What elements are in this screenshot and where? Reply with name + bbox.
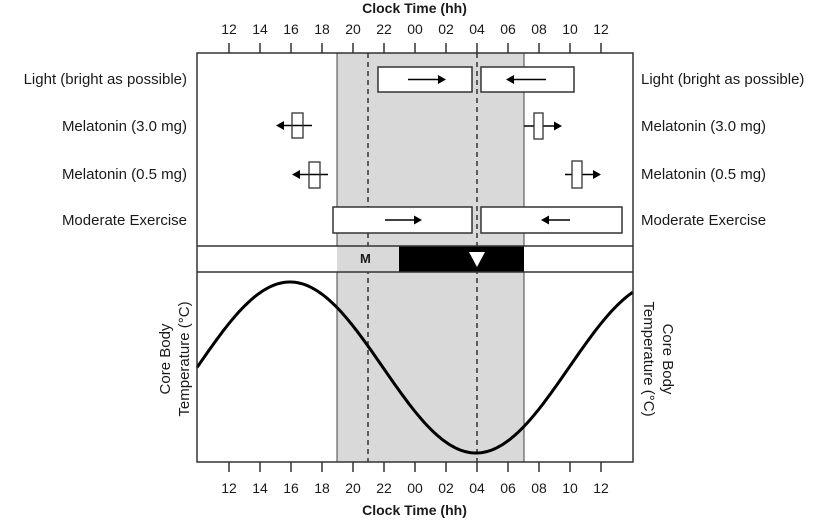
temp-min-triangle-icon [469,252,485,267]
tick-label: 12 [221,480,237,496]
tick-label: 06 [500,21,516,37]
left-y-axis-label: Core Body Temperature (°C) [157,301,193,417]
melatonin-05mg-markers [292,160,601,189]
tick-label: 06 [500,480,516,496]
tick-label: 22 [376,21,392,37]
tick-label: 18 [314,480,330,496]
arrow-right-icon [554,121,562,131]
bottom-axis-title: Clock Time (hh) [362,502,467,518]
tick-label: 12 [221,21,237,37]
exercise-boxes [332,206,623,234]
core-body-temperature-curve [195,280,634,455]
tick-label: 02 [438,21,454,37]
tick-label: 00 [407,480,423,496]
sleep-segment [399,246,524,272]
row-label-melatonin-05mg-left: Melatonin (0.5 mg) [61,166,187,183]
tick-label: 12 [593,21,609,37]
arrow-right-icon [414,215,422,225]
melatonin-3mg-markers [276,112,562,140]
arrow-right-icon [593,170,601,179]
tick-label: 04 [469,480,485,496]
tick-label: 12 [593,480,609,496]
tick-label: 18 [314,21,330,37]
arrow-left-icon [292,170,300,179]
tick-label: 16 [283,480,299,496]
arrow-right-icon [438,75,446,84]
arrow-left-icon [276,121,284,130]
tick-label: 14 [252,480,268,496]
row-label-exercise-right: Moderate Exercise [641,212,767,229]
tick-label: 20 [345,21,361,37]
sleep-band [197,245,633,273]
axis-ticks [228,43,602,472]
tick-label: 14 [252,21,268,37]
tick-label: 08 [531,480,547,496]
melatonin-band-label: M [360,251,371,266]
light-boxes [377,66,575,93]
arrow-left-icon [541,215,549,225]
right-y-axis-label: Core Body Temperature (°C) [640,301,676,417]
tick-label: 22 [376,480,392,496]
row-label-melatonin-05mg-right: Melatonin (0.5 mg) [641,166,767,183]
arrow-left-icon [506,75,514,84]
row-label-exercise-left: Moderate Exercise [61,212,187,229]
top-axis-title: Clock Time (hh) [362,0,467,16]
tick-label: 02 [438,480,454,496]
tick-label: 10 [562,21,578,37]
row-label-melatonin-3mg-left: Melatonin (3.0 mg) [61,118,187,135]
tick-label: 20 [345,480,361,496]
tick-label: 10 [562,480,578,496]
tick-label: 16 [283,21,299,37]
row-label-light-right: Light (bright as possible) [641,71,805,88]
tick-label: 04 [469,21,485,37]
tick-label: 08 [531,21,547,37]
row-label-light-left: Light (bright as possible) [23,71,187,88]
row-label-melatonin-3mg-right: Melatonin (3.0 mg) [641,118,767,135]
tick-label: 00 [407,21,423,37]
